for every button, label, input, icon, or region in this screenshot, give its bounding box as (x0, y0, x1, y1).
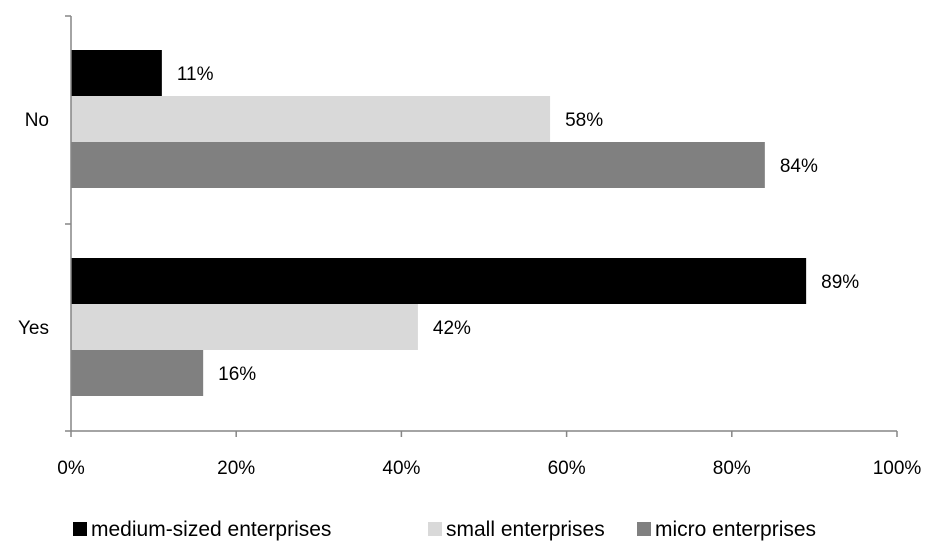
data-label-yes-small-enterprises: 42% (433, 318, 471, 339)
legend-swatch-medium-sized-enterprises (73, 522, 87, 536)
bar-yes-small-enterprises (71, 304, 418, 350)
category-labels-layer: No Yes (18, 110, 49, 339)
legend-swatch-small-enterprises (428, 522, 442, 536)
ticks-layer: 0% 20% 40% 60% 80% 100% (57, 15, 922, 479)
data-label-yes-micro-enterprises: 16% (218, 364, 256, 385)
legend-label-small-enterprises: small enterprises (446, 518, 605, 541)
legend-label-medium-sized-enterprises: medium-sized enterprises (91, 518, 331, 541)
data-label-no-medium-sized-enterprises: 11% (177, 64, 214, 85)
legend: medium-sized enterprises small enterprise… (73, 518, 816, 541)
category-label-yes: Yes (18, 318, 49, 339)
x-tick-label: 60% (548, 458, 586, 479)
x-tick-label: 100% (873, 458, 922, 479)
legend-label-micro-enterprises: micro enterprises (655, 518, 816, 541)
data-label-no-micro-enterprises: 84% (780, 156, 818, 177)
data-label-no-small-enterprises: 58% (565, 110, 603, 131)
bar-no-medium-sized-enterprises (71, 50, 162, 96)
category-label-no: No (25, 110, 49, 131)
x-tick-label: 20% (217, 458, 255, 479)
data-label-yes-medium-sized-enterprises: 89% (821, 272, 859, 293)
x-tick-label: 80% (713, 458, 751, 479)
bar-yes-medium-sized-enterprises (71, 258, 807, 304)
data-labels-layer: 11% 58% 84% 89% 42% 16% (177, 64, 859, 385)
legend-swatch-micro-enterprises (637, 522, 651, 536)
x-tick-label: 0% (57, 458, 85, 479)
x-tick-label: 40% (382, 458, 420, 479)
bar-no-small-enterprises (71, 96, 551, 142)
bars-layer (71, 50, 807, 396)
bar-no-micro-enterprises (71, 142, 765, 188)
bar-yes-micro-enterprises (71, 350, 204, 396)
